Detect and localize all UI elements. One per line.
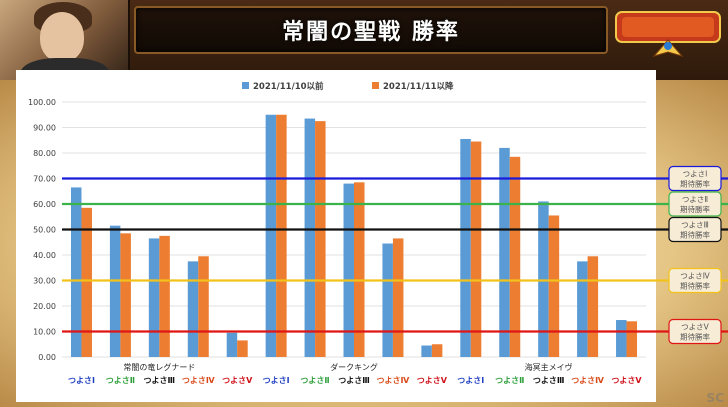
bar-after (587, 256, 599, 357)
bar-before (577, 261, 588, 357)
game-logo (615, 11, 721, 57)
group-label: ダークキング (330, 362, 378, 372)
bar-before (616, 320, 627, 357)
logo-gem (664, 42, 672, 50)
bar-before (148, 238, 160, 357)
page-title: 常闇の聖戦 勝率 (282, 20, 460, 45)
bar-before (265, 114, 277, 357)
reference-lines (62, 177, 656, 333)
bar-before (109, 225, 121, 357)
bar-after (315, 121, 326, 357)
bar-after (626, 321, 638, 357)
bar-after (354, 182, 365, 357)
watermark: SC (706, 391, 724, 405)
category-label: つよさⅡ (495, 376, 524, 385)
category-label: つよさⅡ (300, 376, 329, 385)
bar-before (304, 118, 316, 357)
y-tick-label: 100.00 (28, 98, 56, 107)
category-label: つよさⅣ (377, 376, 410, 385)
webcam-face (40, 12, 84, 62)
category-label: つよさⅡ (106, 376, 135, 385)
category-label: つよさⅤ (417, 376, 448, 385)
bar-after (392, 238, 404, 357)
legend-label: 2021/11/11以降 (383, 81, 454, 92)
bar-before (343, 183, 354, 357)
chart-panel: 0.00 10.00 20.00 30.00 40.00 50.00 60.00 70.00 8… (16, 70, 656, 402)
y-tick-label: 50.00 (33, 226, 56, 235)
category-label: つよさⅢ (338, 376, 370, 385)
category-label: つよさⅠ (457, 376, 484, 385)
y-tick-label: 20.00 (33, 302, 56, 311)
y-tick-label: 30.00 (33, 277, 56, 286)
y-tick-label: 80.00 (33, 149, 56, 158)
legend-swatch (372, 82, 379, 89)
bar-after (237, 340, 248, 357)
logo-plate-inner (622, 17, 714, 37)
y-tick-label: 10.00 (33, 328, 56, 337)
category-label: つよさⅣ (571, 376, 604, 385)
category-label: つよさⅤ (611, 376, 642, 385)
bar-after (470, 141, 482, 357)
bar-before (538, 201, 549, 357)
bar-after (431, 344, 443, 357)
win-rate-chart: 0.00 10.00 20.00 30.00 40.00 50.00 60.00 70.00 8… (28, 81, 656, 385)
category-label: つよさⅣ (182, 376, 215, 385)
bar-before (499, 147, 510, 357)
y-tick-label: 40.00 (33, 251, 56, 260)
legend-label: 2021/11/10以前 (253, 81, 324, 92)
group-label: 海冥主メイヴ (525, 362, 573, 372)
category-label: つよさⅠ (68, 376, 95, 385)
bar-after (276, 114, 287, 357)
bar-before (460, 138, 471, 357)
y-tick-label: 70.00 (33, 175, 56, 184)
bar-before (70, 187, 82, 357)
bar-before (421, 345, 432, 357)
group-label: 常闇の竜レグナード (123, 362, 195, 372)
category-label: つよさⅤ (222, 376, 253, 385)
bar-before (226, 332, 238, 357)
bar-before (382, 243, 393, 357)
bars (70, 114, 638, 357)
bar-after (509, 156, 521, 357)
y-tick-label: 60.00 (33, 200, 56, 209)
y-tick-label: 90.00 (33, 124, 56, 133)
bar-after (120, 233, 131, 357)
bar-after (198, 256, 209, 357)
bar-after (548, 215, 560, 357)
bar-before (187, 261, 199, 357)
y-axis: 0.00 10.00 20.00 30.00 40.00 50.00 60.00 70.00 8… (28, 98, 56, 362)
legend-swatch (242, 82, 249, 89)
category-label: つよさⅠ (263, 376, 290, 385)
legend: 2021/11/10以前 2021/11/11以降 (242, 81, 454, 92)
bar-after (81, 207, 92, 357)
category-label: つよさⅢ (144, 376, 176, 385)
y-tick-label: 0.00 (38, 353, 56, 362)
title-banner: 常闇の聖戦 勝率 (134, 6, 608, 54)
category-label: つよさⅢ (533, 376, 565, 385)
bar-after (159, 235, 170, 357)
